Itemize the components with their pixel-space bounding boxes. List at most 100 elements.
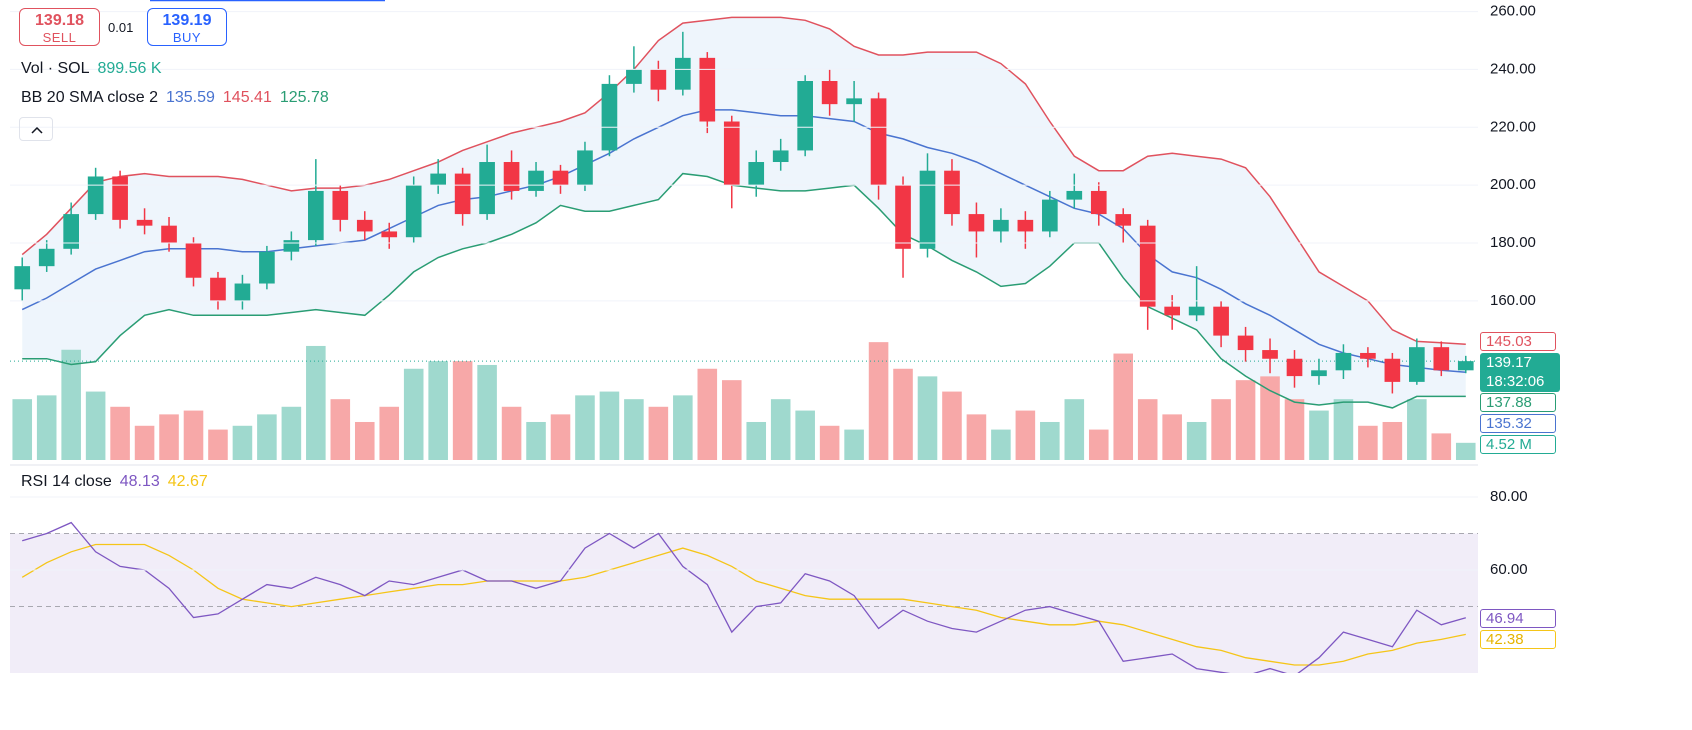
bb-basis: 135.59 (165, 89, 215, 106)
candle-body (870, 98, 887, 186)
candle-body (723, 121, 740, 186)
volume-bar (208, 429, 228, 460)
candle-body (601, 83, 618, 151)
volume-bar (599, 391, 620, 460)
buy-button[interactable]: 139.19 BUY (147, 8, 227, 46)
volume-bar (868, 342, 889, 460)
volume-bar (746, 421, 767, 460)
volume-bar (232, 425, 253, 460)
volume-bar (966, 414, 987, 460)
candle-body (895, 185, 911, 249)
candle-body (38, 248, 55, 267)
bb-lower: 125.78 (279, 89, 329, 106)
volume-bar (721, 380, 742, 460)
last-price-badge: 139.17 18:32:06 (1480, 353, 1560, 392)
candle-body (430, 173, 446, 186)
candle-body (14, 266, 31, 290)
volume-bar (477, 364, 497, 460)
buy-price: 139.19 (162, 12, 212, 29)
volume-bar (893, 368, 913, 460)
volume-bar (85, 391, 106, 460)
y-tick-label: 220.00 (1490, 118, 1536, 135)
volume-bar (1113, 353, 1134, 460)
volume-bar (1382, 421, 1403, 460)
volume-bar (281, 406, 302, 460)
candle-body (1188, 306, 1205, 316)
candle-body (454, 173, 471, 215)
rsi-title: RSI 14 close (21, 473, 112, 490)
y-tick-label: 160.00 (1490, 292, 1536, 309)
volume-bar (673, 395, 693, 460)
bb-title: BB 20 SMA close 2 (21, 89, 158, 106)
sell-label: SELL (42, 30, 77, 45)
bb-upper-badge: 145.03 (1480, 332, 1556, 351)
candle-body (1139, 225, 1156, 307)
volume-bar (61, 349, 81, 460)
volume-bar (550, 414, 571, 460)
rsi-band-fill (10, 533, 1478, 673)
volume-bar (257, 414, 277, 460)
bb-legend: BB 20 SMA close 2 135.59 145.41 125.78 (21, 89, 337, 107)
axes: 260.00 240.00 220.00 200.00 180.00 160.00 80.0… (10, 3, 1536, 578)
volume-bar (501, 406, 522, 460)
candle-body (259, 251, 275, 284)
bb-line (21, 16, 1466, 345)
volume-bar (795, 410, 815, 460)
volume-bar (1455, 442, 1476, 460)
buy-label: BUY (172, 30, 202, 45)
volume-bar (1064, 399, 1085, 460)
volume-bar (1235, 380, 1256, 460)
candle-body (1066, 190, 1083, 200)
volume-bar (1358, 425, 1378, 460)
volume-bar (354, 421, 375, 460)
collapse-button[interactable] (19, 117, 53, 141)
candle-body (405, 185, 422, 238)
candle-body (650, 69, 667, 90)
candle-body (1164, 306, 1180, 316)
y-tick-label: 200.00 (1490, 176, 1536, 193)
y-tick-label: 260.00 (1490, 3, 1536, 20)
candle-body (1237, 335, 1254, 351)
candle-body (332, 190, 349, 220)
vol-title: Vol · SOL (21, 60, 90, 77)
candle-body (846, 98, 862, 105)
volume-bar (770, 399, 791, 460)
volume-bar (1333, 399, 1354, 460)
candle-body (1311, 370, 1327, 377)
candle-body (748, 162, 765, 186)
sell-button[interactable]: 139.18 SELL (19, 8, 100, 46)
volume-bar (1407, 399, 1427, 460)
volume-bar (159, 414, 179, 460)
volume-bar (1137, 399, 1158, 460)
candle-body (919, 170, 936, 249)
volume-bar (110, 406, 130, 460)
volume-bar (917, 376, 938, 460)
candle-body (1213, 306, 1229, 336)
volume-bar (428, 361, 448, 460)
candle-body (136, 219, 153, 226)
rsi-legend: RSI 14 close 48.13 42.67 (21, 473, 216, 491)
rsi-badge: 46.94 (1480, 609, 1556, 628)
candle-body (1115, 214, 1132, 226)
candle-body (308, 190, 324, 241)
y-tick-label: 80.00 (1490, 488, 1528, 505)
y-tick-label: 60.00 (1490, 561, 1528, 578)
volume-bar (1088, 429, 1109, 460)
volume-bar (942, 391, 962, 460)
last-price: 139.17 (1486, 354, 1532, 371)
candle-body (1457, 361, 1474, 371)
candle-body (1262, 350, 1278, 359)
candle-body (210, 277, 226, 301)
candle-body (626, 69, 642, 84)
rsi-value: 48.13 (119, 473, 160, 490)
candle-body (699, 57, 716, 122)
volume-bar (819, 425, 840, 460)
volume-bar (1309, 410, 1329, 460)
candle-body (944, 170, 960, 215)
y-tick-label: 180.00 (1490, 234, 1536, 251)
spread: 0.01 (108, 20, 134, 35)
candle-body (552, 170, 569, 186)
candle-body (577, 150, 593, 186)
candle-body (797, 81, 813, 151)
